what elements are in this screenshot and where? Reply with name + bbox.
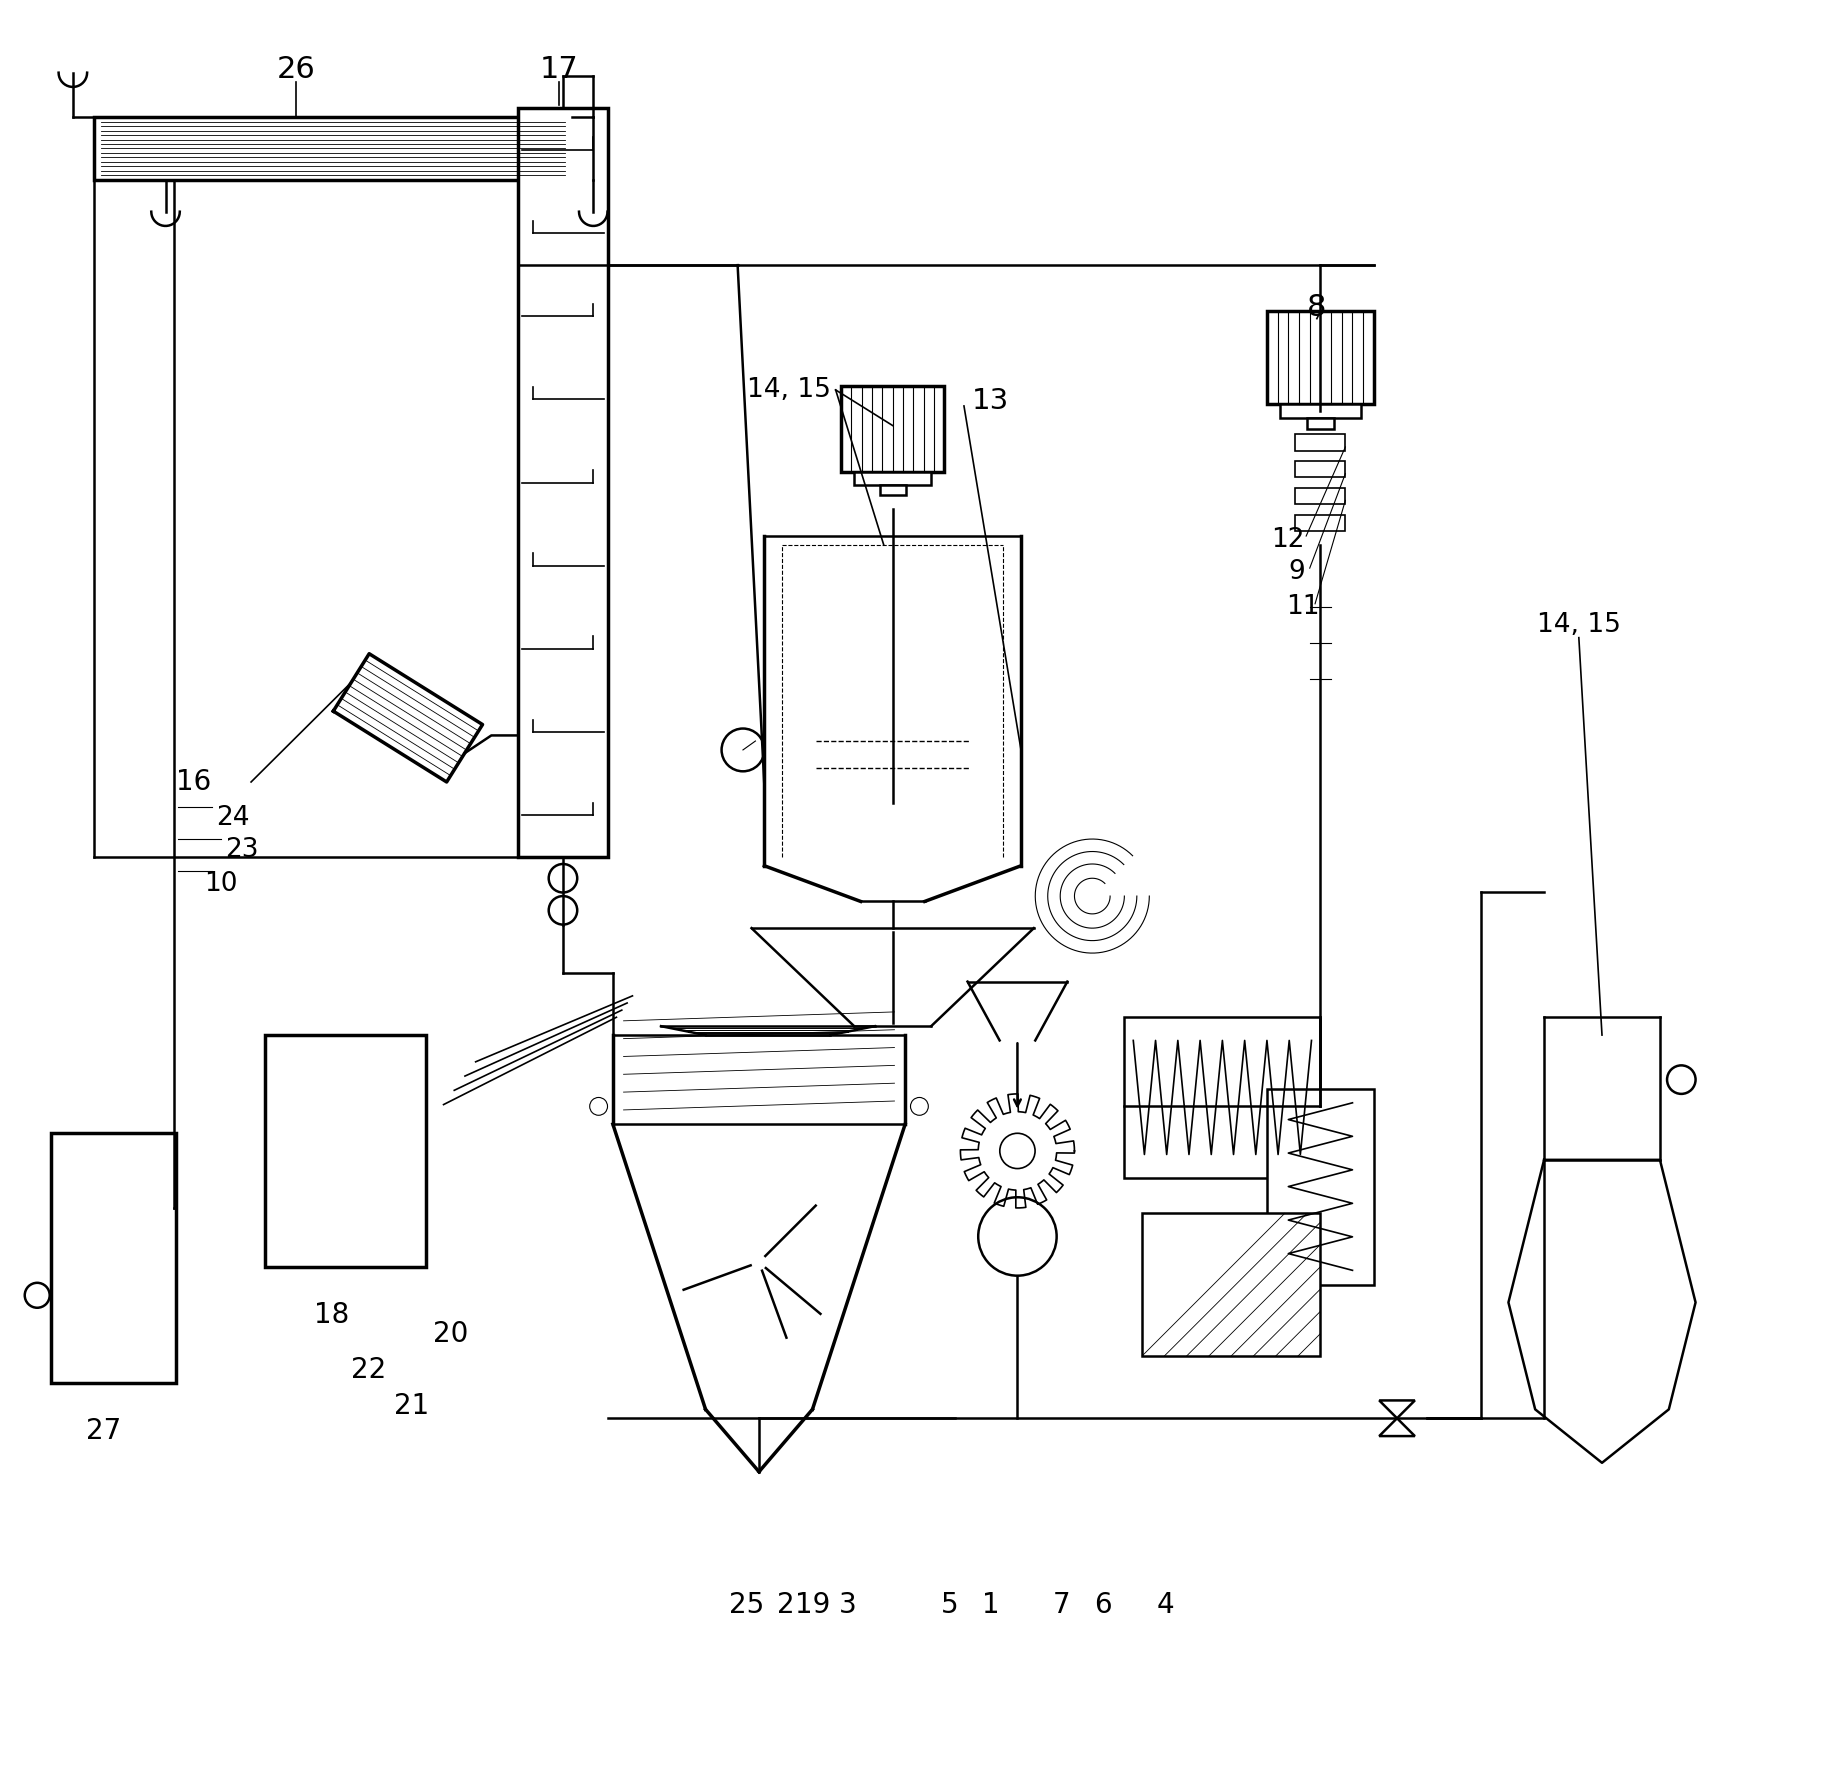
Text: 16: 16 [177, 768, 211, 796]
Circle shape [721, 728, 765, 771]
Bar [1142, 1214, 1320, 1357]
Bar [51, 1133, 177, 1383]
Text: 9: 9 [1289, 559, 1306, 585]
Text: 18: 18 [313, 1301, 350, 1328]
Circle shape [548, 896, 577, 925]
Text: 5: 5 [941, 1592, 958, 1619]
Text: 13: 13 [972, 387, 1009, 414]
Polygon shape [1378, 1401, 1415, 1419]
Text: 14, 15: 14, 15 [1537, 612, 1621, 639]
Bar [841, 386, 945, 471]
Text: 23: 23 [226, 837, 259, 862]
Text: 4: 4 [1156, 1592, 1175, 1619]
Text: 27: 27 [86, 1417, 120, 1444]
Text: 6: 6 [1094, 1592, 1113, 1619]
Text: 14, 15: 14, 15 [747, 377, 830, 403]
Bar [1280, 403, 1360, 418]
Text: 20: 20 [433, 1321, 468, 1348]
Bar [1295, 461, 1346, 477]
Text: 21: 21 [393, 1392, 430, 1419]
Polygon shape [1378, 1419, 1415, 1437]
Bar [1267, 1089, 1373, 1285]
Circle shape [590, 1098, 608, 1116]
Circle shape [910, 1098, 929, 1116]
Text: 7: 7 [1053, 1592, 1071, 1619]
Bar [1295, 434, 1346, 450]
Text: 8: 8 [1307, 293, 1326, 323]
Circle shape [978, 1198, 1056, 1276]
Circle shape [1666, 1066, 1695, 1094]
Text: 2: 2 [778, 1592, 794, 1619]
Bar [1124, 1017, 1320, 1178]
Bar [1295, 514, 1346, 530]
Bar [95, 118, 572, 180]
Bar [1295, 487, 1346, 503]
Bar [519, 109, 608, 857]
Text: 1: 1 [982, 1592, 1000, 1619]
Circle shape [25, 1283, 49, 1308]
Bar [854, 471, 931, 486]
Text: 22: 22 [351, 1357, 386, 1383]
Text: 12: 12 [1271, 527, 1306, 553]
Text: 10: 10 [204, 871, 237, 896]
Text: 19: 19 [794, 1592, 830, 1619]
Bar [880, 486, 905, 494]
Circle shape [548, 864, 577, 892]
Text: 24: 24 [217, 805, 249, 830]
Text: 26: 26 [277, 55, 315, 84]
Bar [1307, 418, 1333, 428]
Bar [266, 1035, 426, 1267]
Text: 17: 17 [541, 55, 579, 84]
Text: 3: 3 [839, 1592, 858, 1619]
Text: 25: 25 [728, 1592, 765, 1619]
Bar [1267, 312, 1373, 403]
Text: 11: 11 [1286, 594, 1320, 621]
